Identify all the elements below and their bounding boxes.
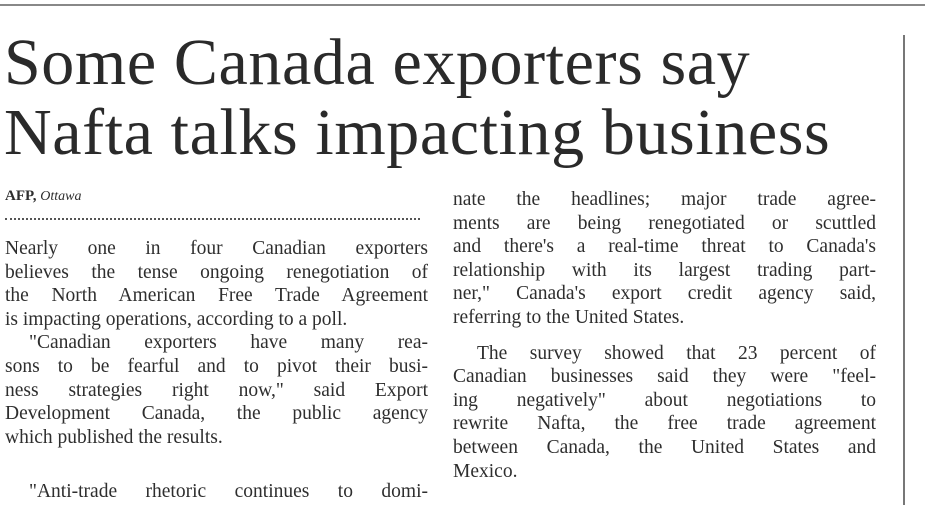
text-line: ner," Canada's export credit agency said… [453, 283, 876, 305]
text-line: between Canada, the United States and [453, 436, 876, 458]
paragraph: "Canadian exporters have many rea-sons t… [5, 331, 428, 449]
column-rule [903, 35, 905, 505]
text-line: Development Canada, the public agency [5, 403, 428, 425]
article-column-left: Nearly one in four Canadian exporters bel… [5, 237, 428, 504]
text-line: which published the results. [5, 426, 223, 448]
text-line: is impacting operations, according to a … [5, 308, 348, 330]
text-line: Nearly one in four Canadian exporters [5, 238, 428, 259]
paragraph: nate the headlines; major trade agree-me… [453, 188, 876, 330]
text-line: believes the tense ongoing renegotiation… [5, 261, 428, 283]
byline-agency: AFP, [5, 188, 37, 204]
headline: Some Canada exporters say Nafta talks im… [4, 28, 904, 168]
top-rule [0, 4, 925, 6]
dotted-divider [5, 218, 420, 220]
headline-line-2: Nafta talks impacting business [4, 96, 831, 169]
text-line: "Canadian exporters have many rea- [29, 332, 428, 354]
text-line: the North American Free Trade Agreement [5, 285, 428, 307]
text-line: ments are being renegotiated or scuttled [453, 212, 876, 234]
text-line: ness strategies right now," said Export [5, 379, 428, 401]
text-line: and there's a real-time threat to Canada… [453, 236, 876, 258]
text-line: sons to be fearful and to pivot their bu… [5, 355, 428, 377]
text-line: The survey showed that 23 percent of [477, 342, 876, 364]
text-line: relationship with its largest trading pa… [453, 259, 876, 281]
byline: AFP, Ottawa [5, 188, 82, 205]
paragraph: The survey showed that 23 percent of Cana… [453, 342, 876, 484]
paragraph: Nearly one in four Canadian exporters bel… [5, 237, 428, 331]
text-line: nate the headlines; major trade agree- [453, 189, 876, 210]
text-line: "Anti-trade rhetoric continues to domi- [29, 481, 428, 503]
text-line: referring to the United States. [453, 306, 685, 328]
text-line: Mexico. [453, 460, 518, 482]
paragraph: "Anti-trade rhetoric continues to domi- [5, 480, 428, 504]
text-line: ing negatively" about negotiations to [453, 389, 876, 411]
headline-line-1: Some Canada exporters say [4, 26, 751, 99]
article-column-right: nate the headlines; major trade agree-me… [453, 188, 876, 483]
byline-location: Ottawa [40, 189, 82, 204]
text-line: Canadian businesses said they were "feel… [453, 366, 876, 388]
text-line: rewrite Nafta, the free trade agreement [453, 413, 876, 435]
